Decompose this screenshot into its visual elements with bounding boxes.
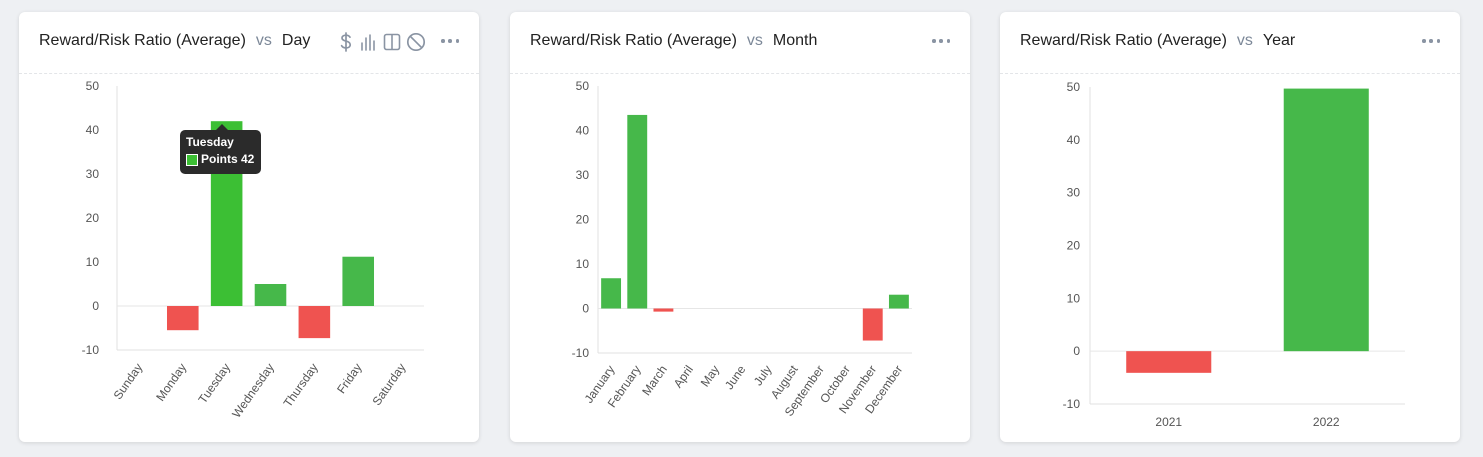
x-tick-label: Friday [334, 361, 365, 396]
y-tick-label: 0 [1073, 344, 1080, 358]
dimension-label[interactable]: Day [281, 32, 311, 49]
y-tick-label: 40 [576, 124, 590, 138]
y-tick-label: 10 [86, 255, 100, 269]
bar-friday[interactable] [342, 256, 375, 306]
ban-icon[interactable] [406, 32, 426, 52]
bar-december[interactable] [888, 294, 909, 309]
dollar-icon[interactable] [339, 32, 353, 52]
metric-label[interactable]: Reward/Risk Ratio (Average) [1020, 32, 1227, 49]
bar-chart-year: -10 0 10 20 30 40 50 2021 2022 [1063, 80, 1405, 429]
x-tick-label: Monday [153, 361, 189, 404]
y-tick-label: -10 [572, 346, 590, 360]
metric-label[interactable]: Reward/Risk Ratio (Average) [530, 32, 737, 49]
card-header: Reward/Risk Ratio (Average) vs Day [19, 12, 479, 74]
x-tick-label: April [671, 363, 696, 391]
tooltip-swatch [186, 153, 198, 166]
y-tick-label: 30 [576, 168, 590, 182]
x-tick-label: Sunday [111, 361, 146, 402]
y-tick-label: 30 [86, 167, 100, 181]
x-tick-label: Thursday [281, 361, 321, 410]
vs-label: vs [746, 32, 763, 49]
y-tick-label: 20 [86, 211, 100, 225]
bar-wednesday[interactable] [254, 284, 287, 306]
y-tick-label: 0 [582, 302, 589, 316]
split-view-icon[interactable] [383, 33, 401, 51]
x-tick-label: July [751, 363, 775, 389]
y-tick-label: 0 [92, 299, 99, 313]
bar-february[interactable] [627, 114, 648, 309]
y-tick-label: 30 [1067, 186, 1081, 200]
y-tick-label: 50 [1067, 80, 1081, 94]
x-tick-label: Tuesday [195, 361, 233, 406]
y-tick-label: 40 [1067, 133, 1081, 147]
chart-tooltip: Tuesday Points 42 [180, 124, 262, 174]
x-tick-label: 2022 [1313, 415, 1340, 429]
chart-card-month: Reward/Risk Ratio (Average) vs Month -10… [510, 12, 970, 442]
y-tick-label: 20 [576, 213, 590, 227]
bar-march[interactable] [653, 308, 674, 312]
more-icon[interactable] [932, 34, 950, 48]
x-tick-label: Saturday [370, 361, 409, 408]
bar-2022[interactable] [1283, 88, 1369, 352]
card-header: Reward/Risk Ratio (Average) vs Year [1000, 12, 1460, 74]
y-tick-label: 50 [576, 79, 590, 93]
x-tick-label: March [639, 363, 670, 398]
vs-label: vs [1236, 32, 1253, 49]
dimension-label[interactable]: Year [1262, 32, 1296, 49]
x-tick-label: June [722, 362, 749, 392]
more-icon[interactable] [441, 34, 459, 48]
dimension-label[interactable]: Month [772, 32, 818, 49]
card-title: Reward/Risk Ratio (Average) vs Day [39, 32, 310, 50]
x-tick-label: Wednesday [229, 361, 277, 421]
y-tick-label: 10 [576, 257, 590, 271]
chart-card-year: Reward/Risk Ratio (Average) vs Year -10 0… [1000, 12, 1460, 442]
bar-2021[interactable] [1126, 351, 1212, 373]
y-tick-label: 50 [86, 79, 100, 93]
bar-chart-icon[interactable] [360, 33, 376, 51]
card-title: Reward/Risk Ratio (Average) vs Month [530, 32, 817, 50]
y-tick-label: 10 [1067, 291, 1081, 305]
x-tick-label: 2021 [1155, 415, 1182, 429]
x-tick-label: May [698, 363, 722, 390]
vs-label: vs [255, 32, 272, 49]
bar-november[interactable] [862, 308, 883, 341]
more-icon[interactable] [1422, 34, 1440, 48]
card-header: Reward/Risk Ratio (Average) vs Month [510, 12, 970, 74]
chart-toolbar [339, 32, 426, 52]
card-title: Reward/Risk Ratio (Average) vs Year [1020, 32, 1295, 50]
y-tick-label: 40 [86, 123, 100, 137]
bar-january[interactable] [601, 278, 622, 309]
chart-card-day: Reward/Risk Ratio (Average) vs Day [19, 12, 479, 442]
tooltip-value: Points 42 [201, 152, 255, 166]
y-tick-label: 20 [1067, 239, 1081, 253]
tooltip-title: Tuesday [186, 135, 234, 149]
bar-monday[interactable] [166, 306, 199, 331]
metric-label[interactable]: Reward/Risk Ratio (Average) [39, 32, 246, 49]
bar-thursday[interactable] [298, 306, 331, 339]
y-tick-label: -10 [1063, 397, 1081, 411]
y-tick-label: -10 [82, 343, 100, 357]
